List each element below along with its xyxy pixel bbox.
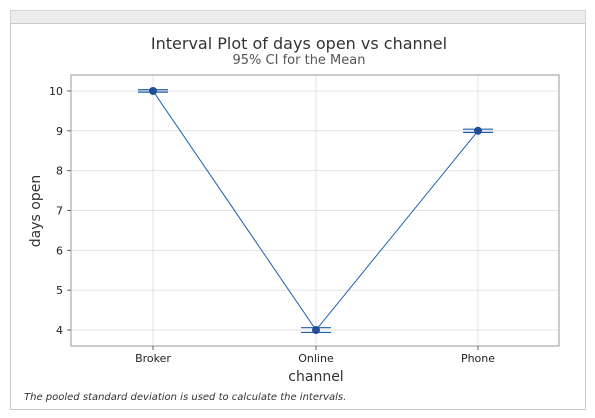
mean-point <box>474 126 482 135</box>
chart-subtitle: 95% CI for the Mean <box>233 53 366 68</box>
y-tick-label: 4 <box>56 324 63 337</box>
grid-lines <box>71 75 559 346</box>
y-axis-ticks: 4 5 6 7 8 9 10 <box>49 85 71 337</box>
y-tick-label: 5 <box>56 284 63 297</box>
x-tick-label: Phone <box>461 352 495 365</box>
y-tick-label: 8 <box>56 165 63 178</box>
mean-point <box>149 86 157 95</box>
footnote: The pooled standard deviation is used to… <box>24 392 346 403</box>
y-axis-label: days open <box>28 175 44 247</box>
x-axis-label: channel <box>288 369 343 385</box>
window-top-strip <box>10 10 586 23</box>
y-tick-label: 10 <box>49 85 63 98</box>
x-tick-label: Online <box>298 352 334 365</box>
y-tick-label: 6 <box>56 244 63 257</box>
x-axis-ticks: Broker Online Phone <box>135 346 495 365</box>
mean-point <box>312 326 320 335</box>
y-tick-label: 7 <box>56 205 63 218</box>
series-means <box>138 86 493 335</box>
chart-title: Interval Plot of days open vs channel <box>151 34 447 53</box>
y-tick-label: 9 <box>56 125 63 138</box>
x-tick-label: Broker <box>135 352 171 365</box>
